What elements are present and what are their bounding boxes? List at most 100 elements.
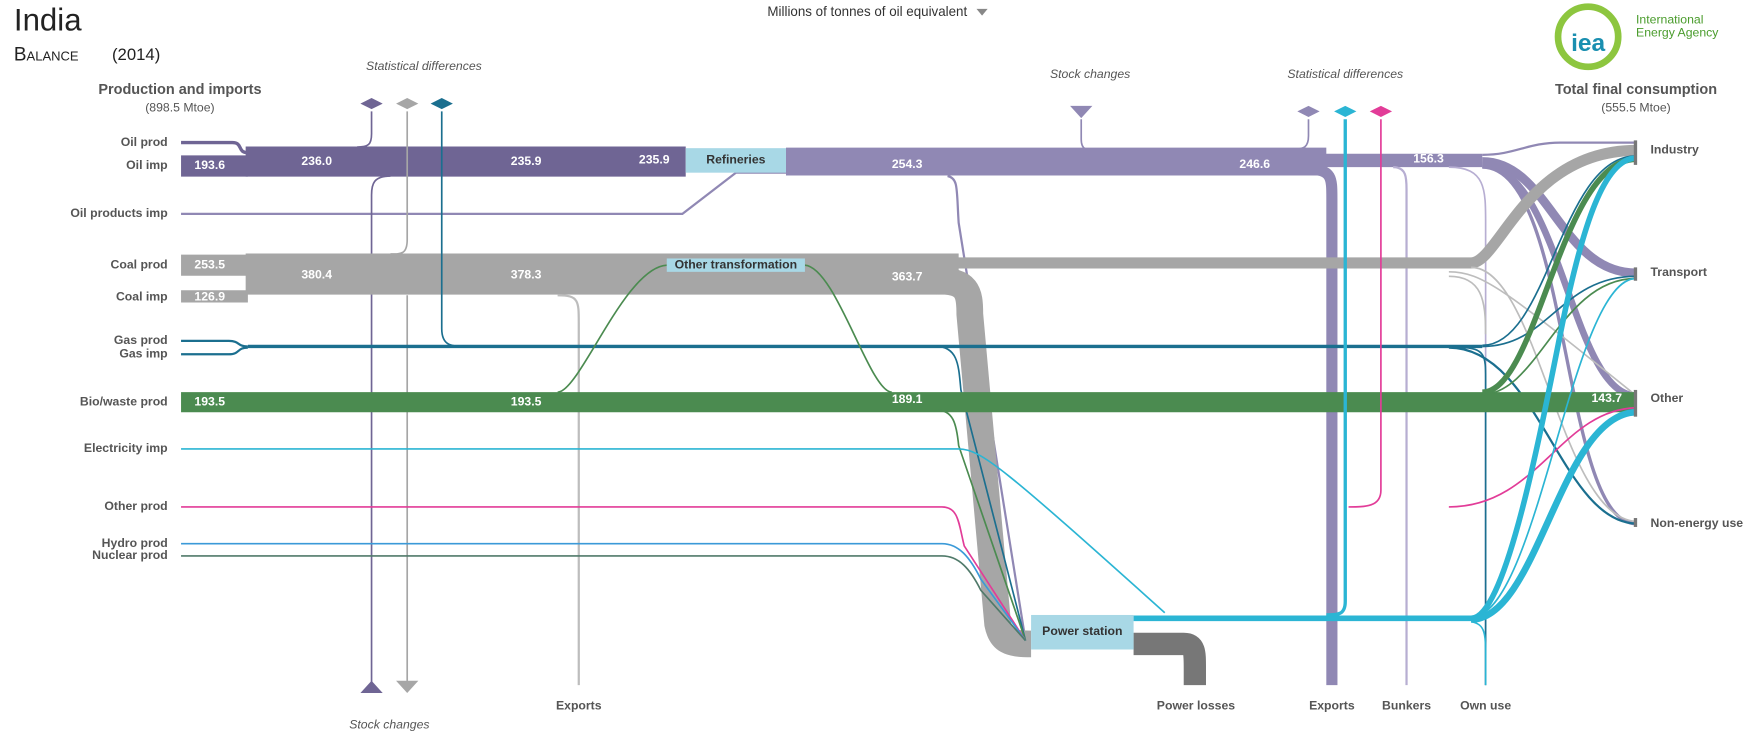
node xyxy=(666,258,805,272)
flow-label: 380.4 xyxy=(301,267,332,281)
flow xyxy=(181,448,1166,614)
flow xyxy=(1133,155,1637,622)
flow xyxy=(1482,141,1637,156)
consumption-label: Non-energy use xyxy=(1651,516,1744,530)
consumption-label: Industry xyxy=(1651,143,1700,157)
flow xyxy=(847,144,1637,269)
flow xyxy=(181,339,248,348)
subtitle: Balance xyxy=(14,45,79,66)
node xyxy=(1633,389,1638,417)
diamond xyxy=(430,98,453,110)
bottom-label: Exports xyxy=(556,699,602,713)
bottom-label: Exports xyxy=(1309,699,1355,713)
source-label: Oil prod xyxy=(121,135,168,149)
flow xyxy=(440,111,469,348)
flow-label: 193.5 xyxy=(194,394,225,408)
flow xyxy=(1133,632,1206,686)
diamond xyxy=(1369,105,1393,117)
texts: India Balance (2014) Millions of tonnes … xyxy=(14,3,1719,732)
flow xyxy=(1393,165,1408,686)
node xyxy=(1633,267,1638,281)
top-label: Stock changes xyxy=(1050,67,1130,81)
triangle xyxy=(1070,105,1093,119)
flow-label: 156.3 xyxy=(1413,152,1444,166)
flow xyxy=(557,294,580,686)
flow-label: 236.0 xyxy=(301,154,332,168)
flow-label: 253.5 xyxy=(194,257,225,271)
flow xyxy=(181,555,1027,642)
source-label: Bio/waste prod xyxy=(80,394,168,408)
flow-label: 254.3 xyxy=(892,157,923,171)
flow xyxy=(1482,277,1637,396)
flow xyxy=(947,174,1027,641)
flow xyxy=(1482,275,1637,348)
flow xyxy=(1470,408,1637,623)
flow-label: 126.9 xyxy=(194,290,225,304)
flow-label: 193.5 xyxy=(511,394,542,408)
unit-selector[interactable]: Millions of tonnes of oil equivalent xyxy=(767,4,967,19)
country: India xyxy=(14,3,82,38)
flow-label: 143.7 xyxy=(1591,391,1622,405)
source-label: Electricity imp xyxy=(84,441,168,455)
diamond xyxy=(1297,105,1320,117)
consumption-label: Other xyxy=(1651,391,1684,405)
logo-ring xyxy=(1554,3,1622,71)
diamond xyxy=(396,98,419,110)
logo-name: Energy Agency xyxy=(1636,26,1719,40)
flow-label: 378.3 xyxy=(511,267,542,281)
consumption-total: (555.5 Mtoe) xyxy=(1601,100,1670,114)
flow xyxy=(181,506,1027,642)
logo-mark: iea xyxy=(1571,30,1605,57)
top-label: Statistical differences xyxy=(366,59,482,73)
flow xyxy=(390,111,409,255)
consumption-title: Total final consumption xyxy=(1555,82,1717,98)
flow-label: 235.9 xyxy=(639,153,670,167)
flow xyxy=(1470,620,1487,686)
node xyxy=(685,148,786,173)
flow-label: 363.7 xyxy=(892,270,923,284)
flow-label: 246.6 xyxy=(1239,157,1270,171)
flow xyxy=(1448,406,1637,508)
flow xyxy=(1326,119,1347,617)
diamond xyxy=(360,98,383,110)
flow xyxy=(1481,156,1637,395)
flow xyxy=(181,542,1027,642)
flow xyxy=(936,409,1027,641)
supply-title: Production and imports xyxy=(98,82,261,98)
flow xyxy=(1348,119,1382,508)
node xyxy=(1031,614,1134,650)
flow xyxy=(181,140,249,155)
flows xyxy=(181,111,1637,686)
flow xyxy=(370,175,391,682)
source-label: Other prod xyxy=(104,499,167,513)
node-label: Other transformation xyxy=(675,257,798,271)
logo-name: International xyxy=(1636,12,1703,26)
flow-label: 193.6 xyxy=(194,158,225,172)
flow xyxy=(1448,270,1637,397)
flow xyxy=(1482,155,1637,347)
triangle xyxy=(360,680,383,693)
bottom-label: Stock changes xyxy=(349,717,429,731)
node xyxy=(1633,518,1638,527)
flow xyxy=(804,264,893,393)
flow xyxy=(1309,163,1338,686)
bottom-label: Bunkers xyxy=(1382,699,1431,713)
bottom-label: Power losses xyxy=(1157,699,1235,713)
source-label: Hydro prod xyxy=(102,536,168,550)
node-label: Refineries xyxy=(706,153,765,167)
flow xyxy=(357,111,373,148)
flow xyxy=(181,171,786,216)
node xyxy=(1633,140,1638,165)
source-label: Coal imp xyxy=(116,290,168,304)
diamond xyxy=(1334,105,1357,117)
source-label: Nuclear prod xyxy=(92,548,168,562)
supply-total: (898.5 Mtoe) xyxy=(145,100,214,114)
flow xyxy=(1080,119,1098,152)
flow xyxy=(1448,346,1637,525)
bottom-label: Own use xyxy=(1460,699,1511,713)
source-label: Gas prod xyxy=(114,333,168,347)
dropdown-arrow[interactable] xyxy=(976,8,988,16)
triangle xyxy=(396,680,419,693)
labels: Oil prod Oil imp Oil products imp Coal prod… xyxy=(70,135,1743,562)
